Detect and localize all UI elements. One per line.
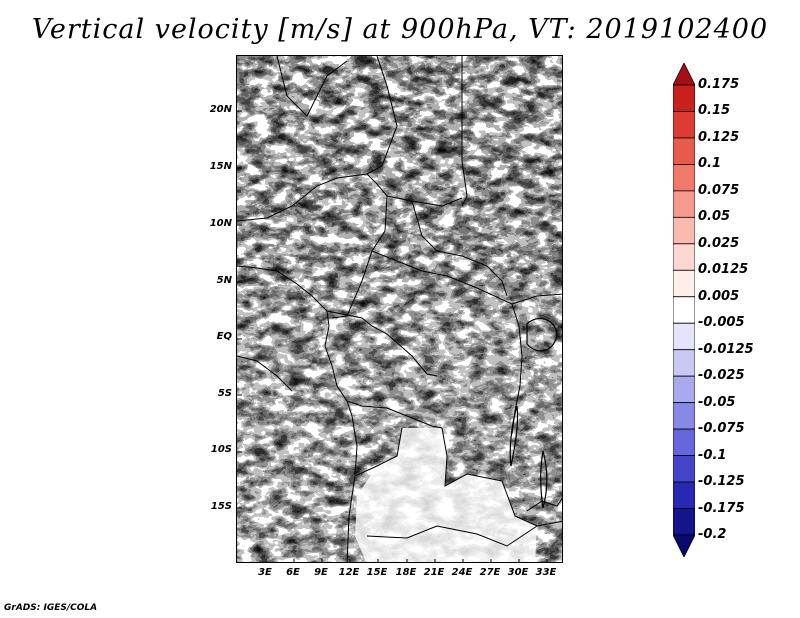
colorbar-label: 0.0125: [698, 262, 749, 278]
lat-label-5n: 5N: [216, 275, 232, 286]
colorbar-segment: [673, 164, 695, 192]
colorbar-label: -0.075: [698, 421, 745, 437]
colorbar-segment: [673, 375, 695, 404]
lon-label-9e: 9E: [314, 567, 328, 578]
lon-label-15e: 15E: [366, 567, 388, 578]
colorbar-segment: [673, 63, 695, 86]
colorbar-segment: [673, 349, 695, 377]
lat-label-10s: 10S: [210, 444, 232, 455]
colorbar-segment: [673, 428, 695, 456]
colorbar-label: -0.025: [698, 368, 745, 384]
colorbar-segment: [673, 455, 695, 483]
lon-label-33e: 33E: [535, 567, 557, 578]
boundaries: [237, 56, 562, 562]
map-title: Vertical velocity [m/s] at 900hPa, VT: 2…: [31, 14, 769, 45]
colorbar-segment: [673, 481, 695, 509]
colorbar-segment: [673, 216, 695, 245]
lat-label-5s: 5S: [217, 388, 232, 399]
colorbar-label: -0.0125: [698, 341, 754, 357]
grads-credit: GrADS: IGES/COLA: [4, 603, 98, 613]
colorbar-segment: [673, 137, 695, 165]
lake-tanganyika: [509, 405, 519, 467]
lat-label-10n: 10N: [209, 218, 232, 229]
axis-ticks: [237, 110, 548, 562]
velocity-field-map: [237, 56, 562, 562]
colorbar-label: 0.025: [698, 235, 740, 251]
colorbar-label: -0.125: [698, 474, 745, 490]
colorbar-label: 0.05: [698, 209, 731, 225]
colorbar-label: 0.15: [698, 103, 731, 119]
colorbar-label: 0.005: [698, 288, 740, 304]
colorbar-label: 0.075: [698, 182, 740, 198]
colorbar-label: 0.125: [698, 129, 740, 145]
colorbar-segment: [673, 322, 695, 351]
lat-label-20n: 20N: [209, 104, 232, 115]
colorbar-label: 0.175: [698, 77, 740, 92]
colorbar-segment: [673, 190, 695, 218]
lon-label-12e: 12E: [338, 567, 360, 578]
colorbar-label: -0.05: [698, 394, 736, 410]
colorbar-segment: [673, 111, 695, 139]
lon-label-24e: 24E: [451, 567, 473, 578]
colorbar-segment: [673, 508, 695, 536]
lat-label-15s: 15S: [210, 501, 232, 512]
lat-label-eq: EQ: [216, 331, 232, 342]
colorbar-segment: [673, 269, 695, 298]
colorbar-label: 0.1: [698, 156, 722, 172]
lon-label-3e: 3E: [258, 567, 272, 578]
lake-malawi: [540, 450, 548, 509]
lon-label-6e: 6E: [286, 567, 300, 578]
calm-region: [355, 428, 537, 562]
colorbar-segment: [673, 402, 695, 430]
colorbar-segment: [673, 84, 695, 112]
colorbar-label: -0.005: [698, 315, 745, 331]
colorbar-label: -0.1: [698, 447, 727, 463]
lon-label-21e: 21E: [423, 567, 445, 578]
colorbar-segment: [673, 243, 695, 271]
lon-label-27e: 27E: [479, 567, 501, 578]
colorbar-label: -0.2: [698, 527, 727, 542]
lake-victoria: [526, 317, 558, 352]
lakes: [509, 317, 558, 509]
lon-label-30e: 30E: [507, 567, 529, 578]
northern-ascent-field: [237, 56, 562, 286]
colorbar-segment: [673, 296, 695, 324]
colorbar-segment: [673, 534, 695, 557]
map-panel: [236, 55, 563, 563]
colorbar: [673, 63, 695, 557]
lat-label-15n: 15N: [209, 161, 232, 172]
lon-label-18e: 18E: [395, 567, 417, 578]
colorbar-label: -0.175: [698, 500, 745, 516]
